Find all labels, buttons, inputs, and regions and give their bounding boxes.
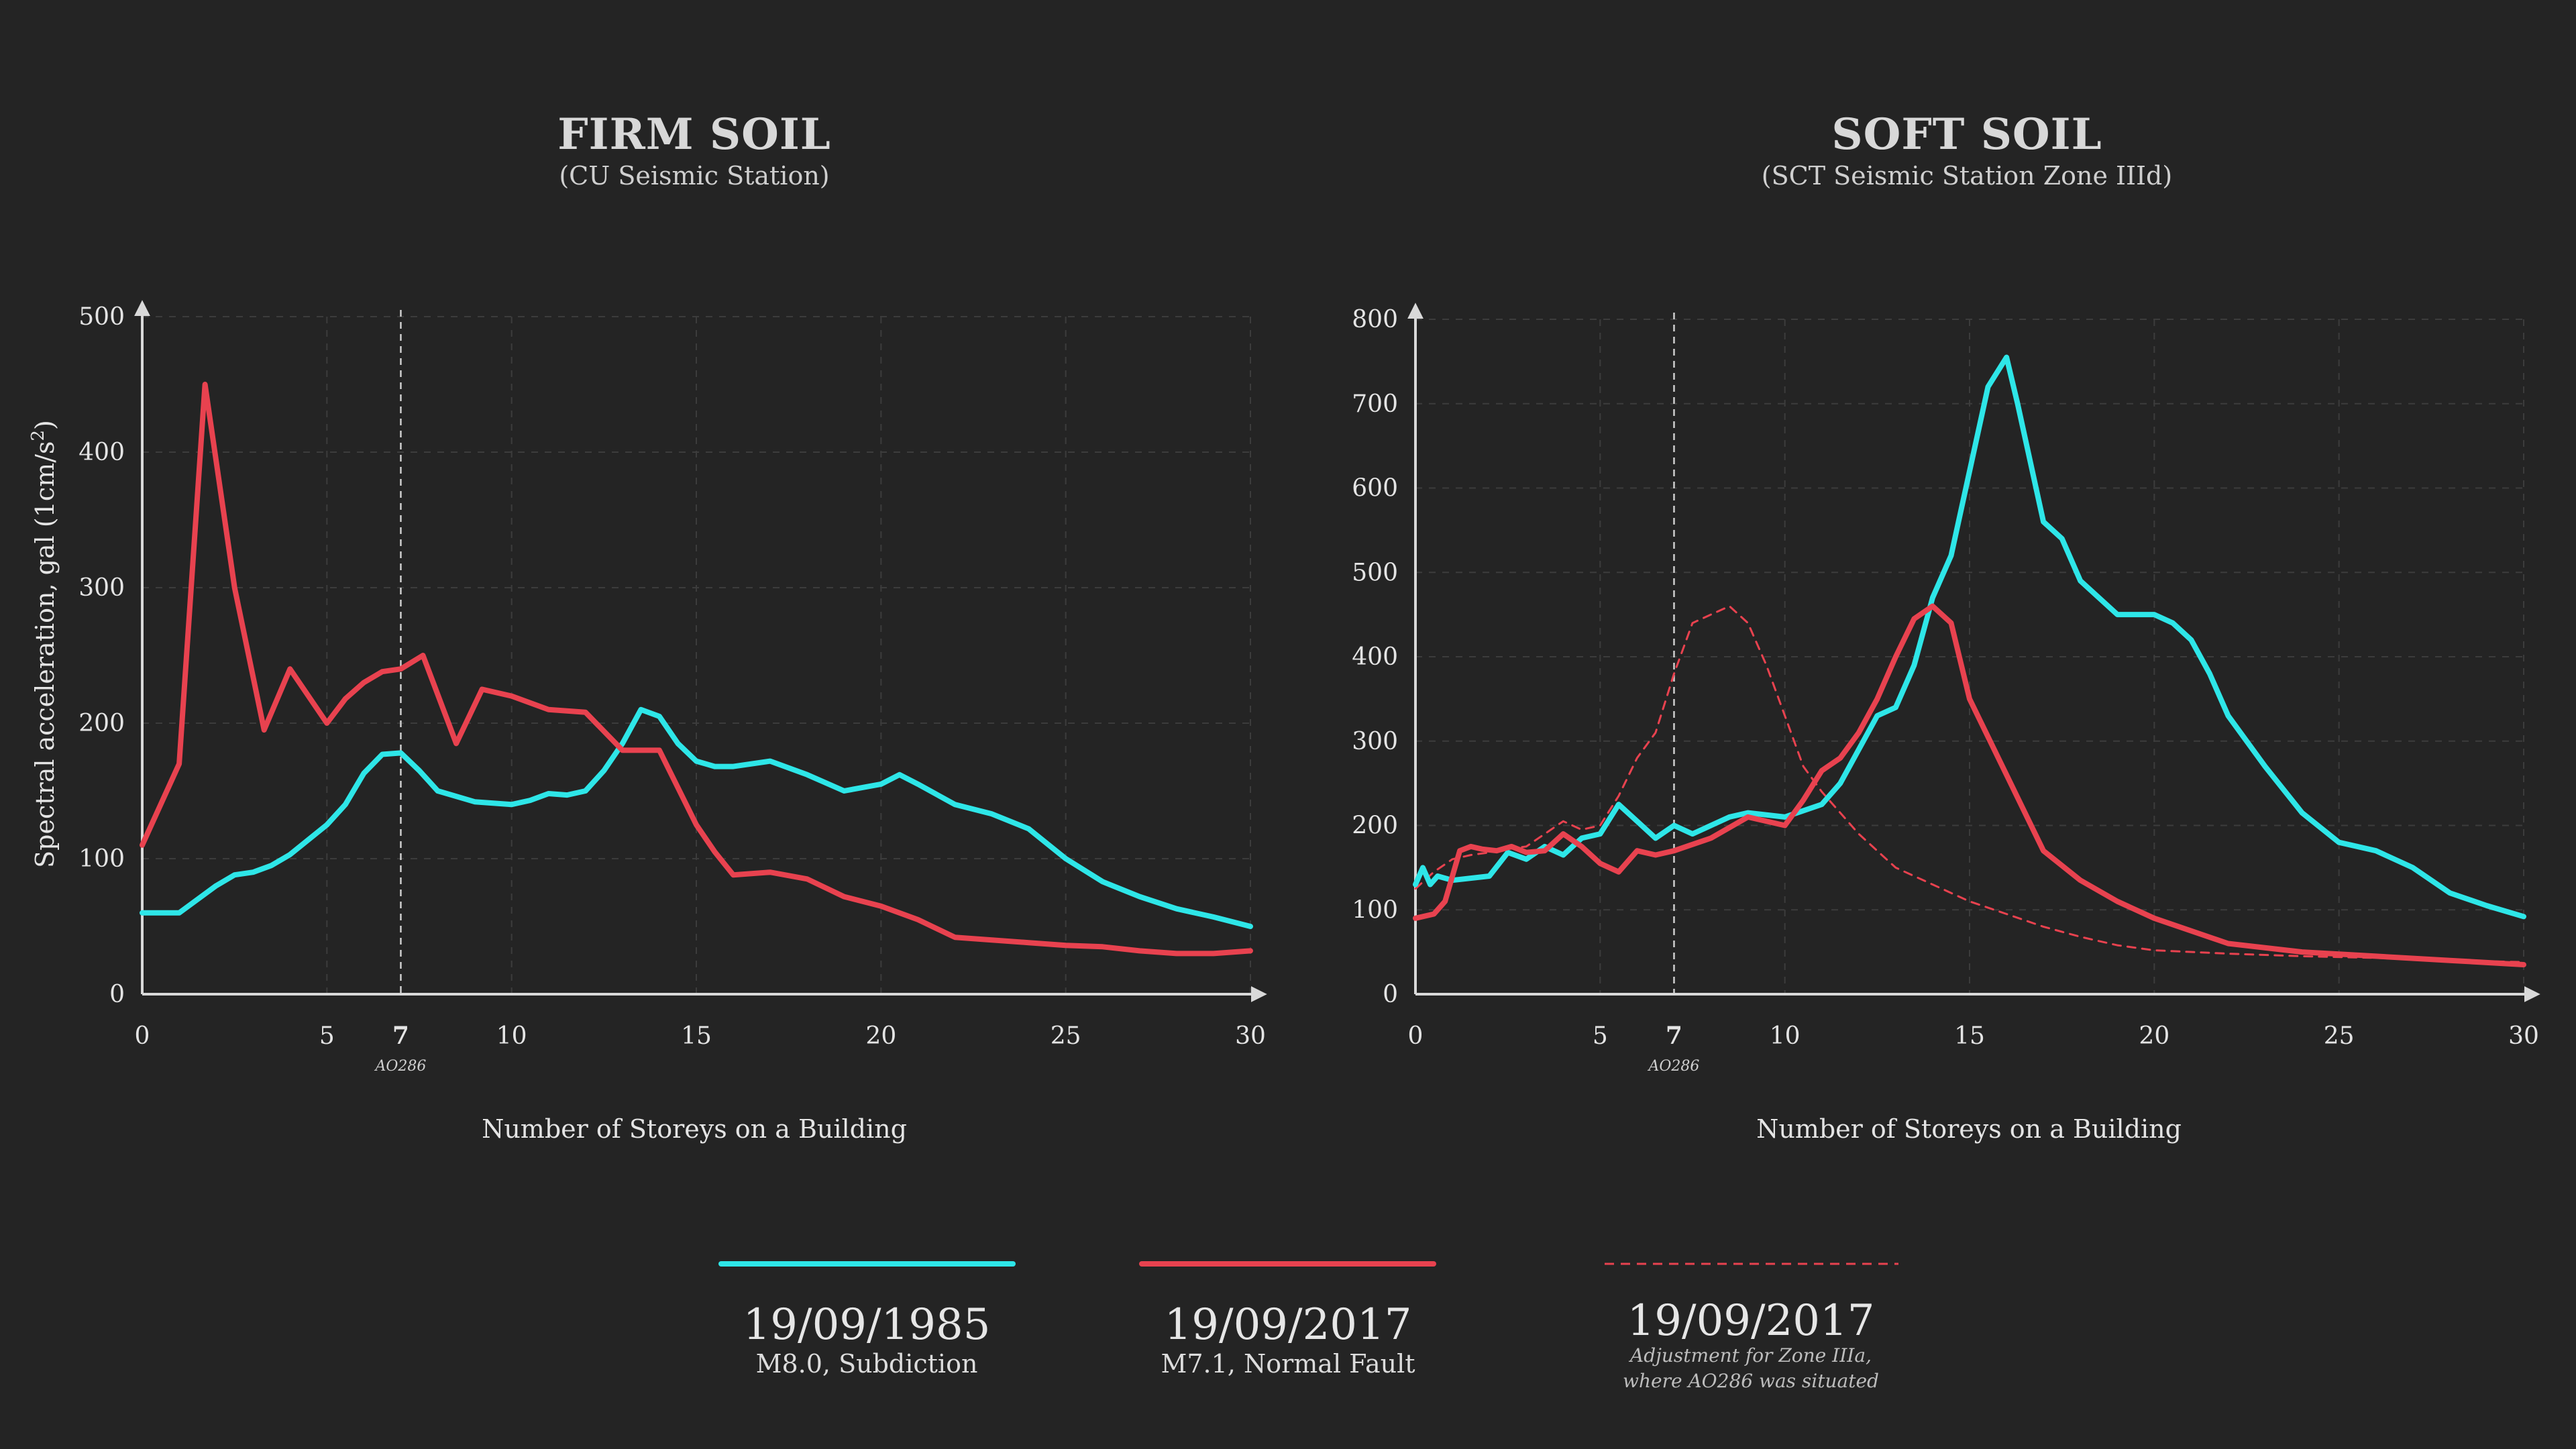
- x-tick-label: 10: [496, 1022, 527, 1050]
- soft-soil-plot: 0 100 200 300 400 500 600 700 800 0 5 7 10 15 20 25 30 AO…: [1352, 303, 2540, 1075]
- x-tick-label: 10: [1770, 1022, 1801, 1050]
- y-axis-label: Spectral acceleration, gal (1cm/s2): [28, 420, 60, 868]
- y-tick-label: 400: [78, 439, 125, 466]
- y-tick-label: 400: [1352, 643, 1398, 671]
- legend-date-2017: 19/09/2017: [1165, 1300, 1412, 1350]
- y-tick-label: 100: [1352, 896, 1398, 924]
- y-tick-label: 600: [1352, 475, 1398, 502]
- x-tick-label: 25: [1051, 1022, 1081, 1050]
- y-tick-label: 700: [1352, 390, 1398, 418]
- y-tick-label: 200: [1352, 812, 1398, 840]
- firm-soil-plot: 0 100 200 300 400 500 0 5 7 10 15 20 25 30 AO286: [78, 300, 1267, 1075]
- y-tick-label: 500: [78, 303, 125, 331]
- y-tick-label: 500: [1352, 559, 1398, 586]
- legend: 19/09/1985 M8.0, Subdiction 19/09/2017 M…: [718, 1261, 1898, 1392]
- y-tick-label: 0: [109, 981, 125, 1008]
- y-tick-label: 300: [1352, 728, 1398, 755]
- x-tick-label: 20: [2139, 1022, 2169, 1050]
- series-line-19-09-1985: [140, 706, 1253, 929]
- soft-soil-x-axis-label: Number of Storeys on a Building: [1756, 1114, 2182, 1144]
- series-line-19-09-1985: [1413, 354, 2526, 920]
- legend-note2-2017-adjusted: where AO286 was situated: [1623, 1370, 1879, 1392]
- x-tick-label: 30: [1235, 1022, 1266, 1050]
- firm-soil-title: FIRM SOIL: [557, 109, 831, 160]
- x-tick-label: 0: [1408, 1022, 1424, 1050]
- soft-soil-subtitle: (SCT Seismic Station Zone IIId): [1762, 161, 2172, 191]
- y-tick-label: 0: [1383, 981, 1398, 1008]
- legend-note-2017-adjusted: Adjustment for Zone IIIa,: [1628, 1344, 1872, 1366]
- x-tick-label: 5: [1593, 1022, 1608, 1050]
- y-tick-label: 100: [78, 845, 125, 873]
- series-line-19-09-2017: [140, 382, 1253, 957]
- series-line-adjusted-19-09-2017: [1414, 605, 2525, 963]
- x-tick-label: 30: [2508, 1022, 2539, 1050]
- x-tick-label: 5: [319, 1022, 335, 1050]
- series-line-19-09-2017: [1413, 603, 2526, 967]
- soft-soil-title: SOFT SOIL: [1831, 109, 2102, 160]
- y-tick-label: 200: [78, 710, 125, 737]
- x-tick-label: 25: [2324, 1022, 2355, 1050]
- x-tick-label: 7: [1666, 1022, 1682, 1050]
- legend-desc-1985: M8.0, Subdiction: [756, 1349, 978, 1379]
- legend-desc-2017: M7.1, Normal Fault: [1161, 1349, 1415, 1379]
- legend-date-1985: 19/09/1985: [743, 1300, 991, 1350]
- ao286-marker-label: AO286: [1648, 1058, 1700, 1075]
- x-tick-label: 15: [681, 1022, 712, 1050]
- x-tick-label: 7: [392, 1022, 409, 1050]
- legend-date-2017-adjusted: 19/09/2017: [1627, 1296, 1875, 1346]
- firm-soil-x-axis-label: Number of Storeys on a Building: [482, 1114, 907, 1144]
- x-tick-label: 15: [1954, 1022, 1985, 1050]
- x-tick-label: 0: [135, 1022, 150, 1050]
- ao286-marker-label: AO286: [374, 1058, 427, 1075]
- firm-soil-subtitle: (CU Seismic Station): [559, 161, 829, 191]
- x-tick-label: 20: [865, 1022, 896, 1050]
- y-tick-label: 300: [78, 574, 125, 602]
- y-tick-label: 800: [1352, 306, 1398, 333]
